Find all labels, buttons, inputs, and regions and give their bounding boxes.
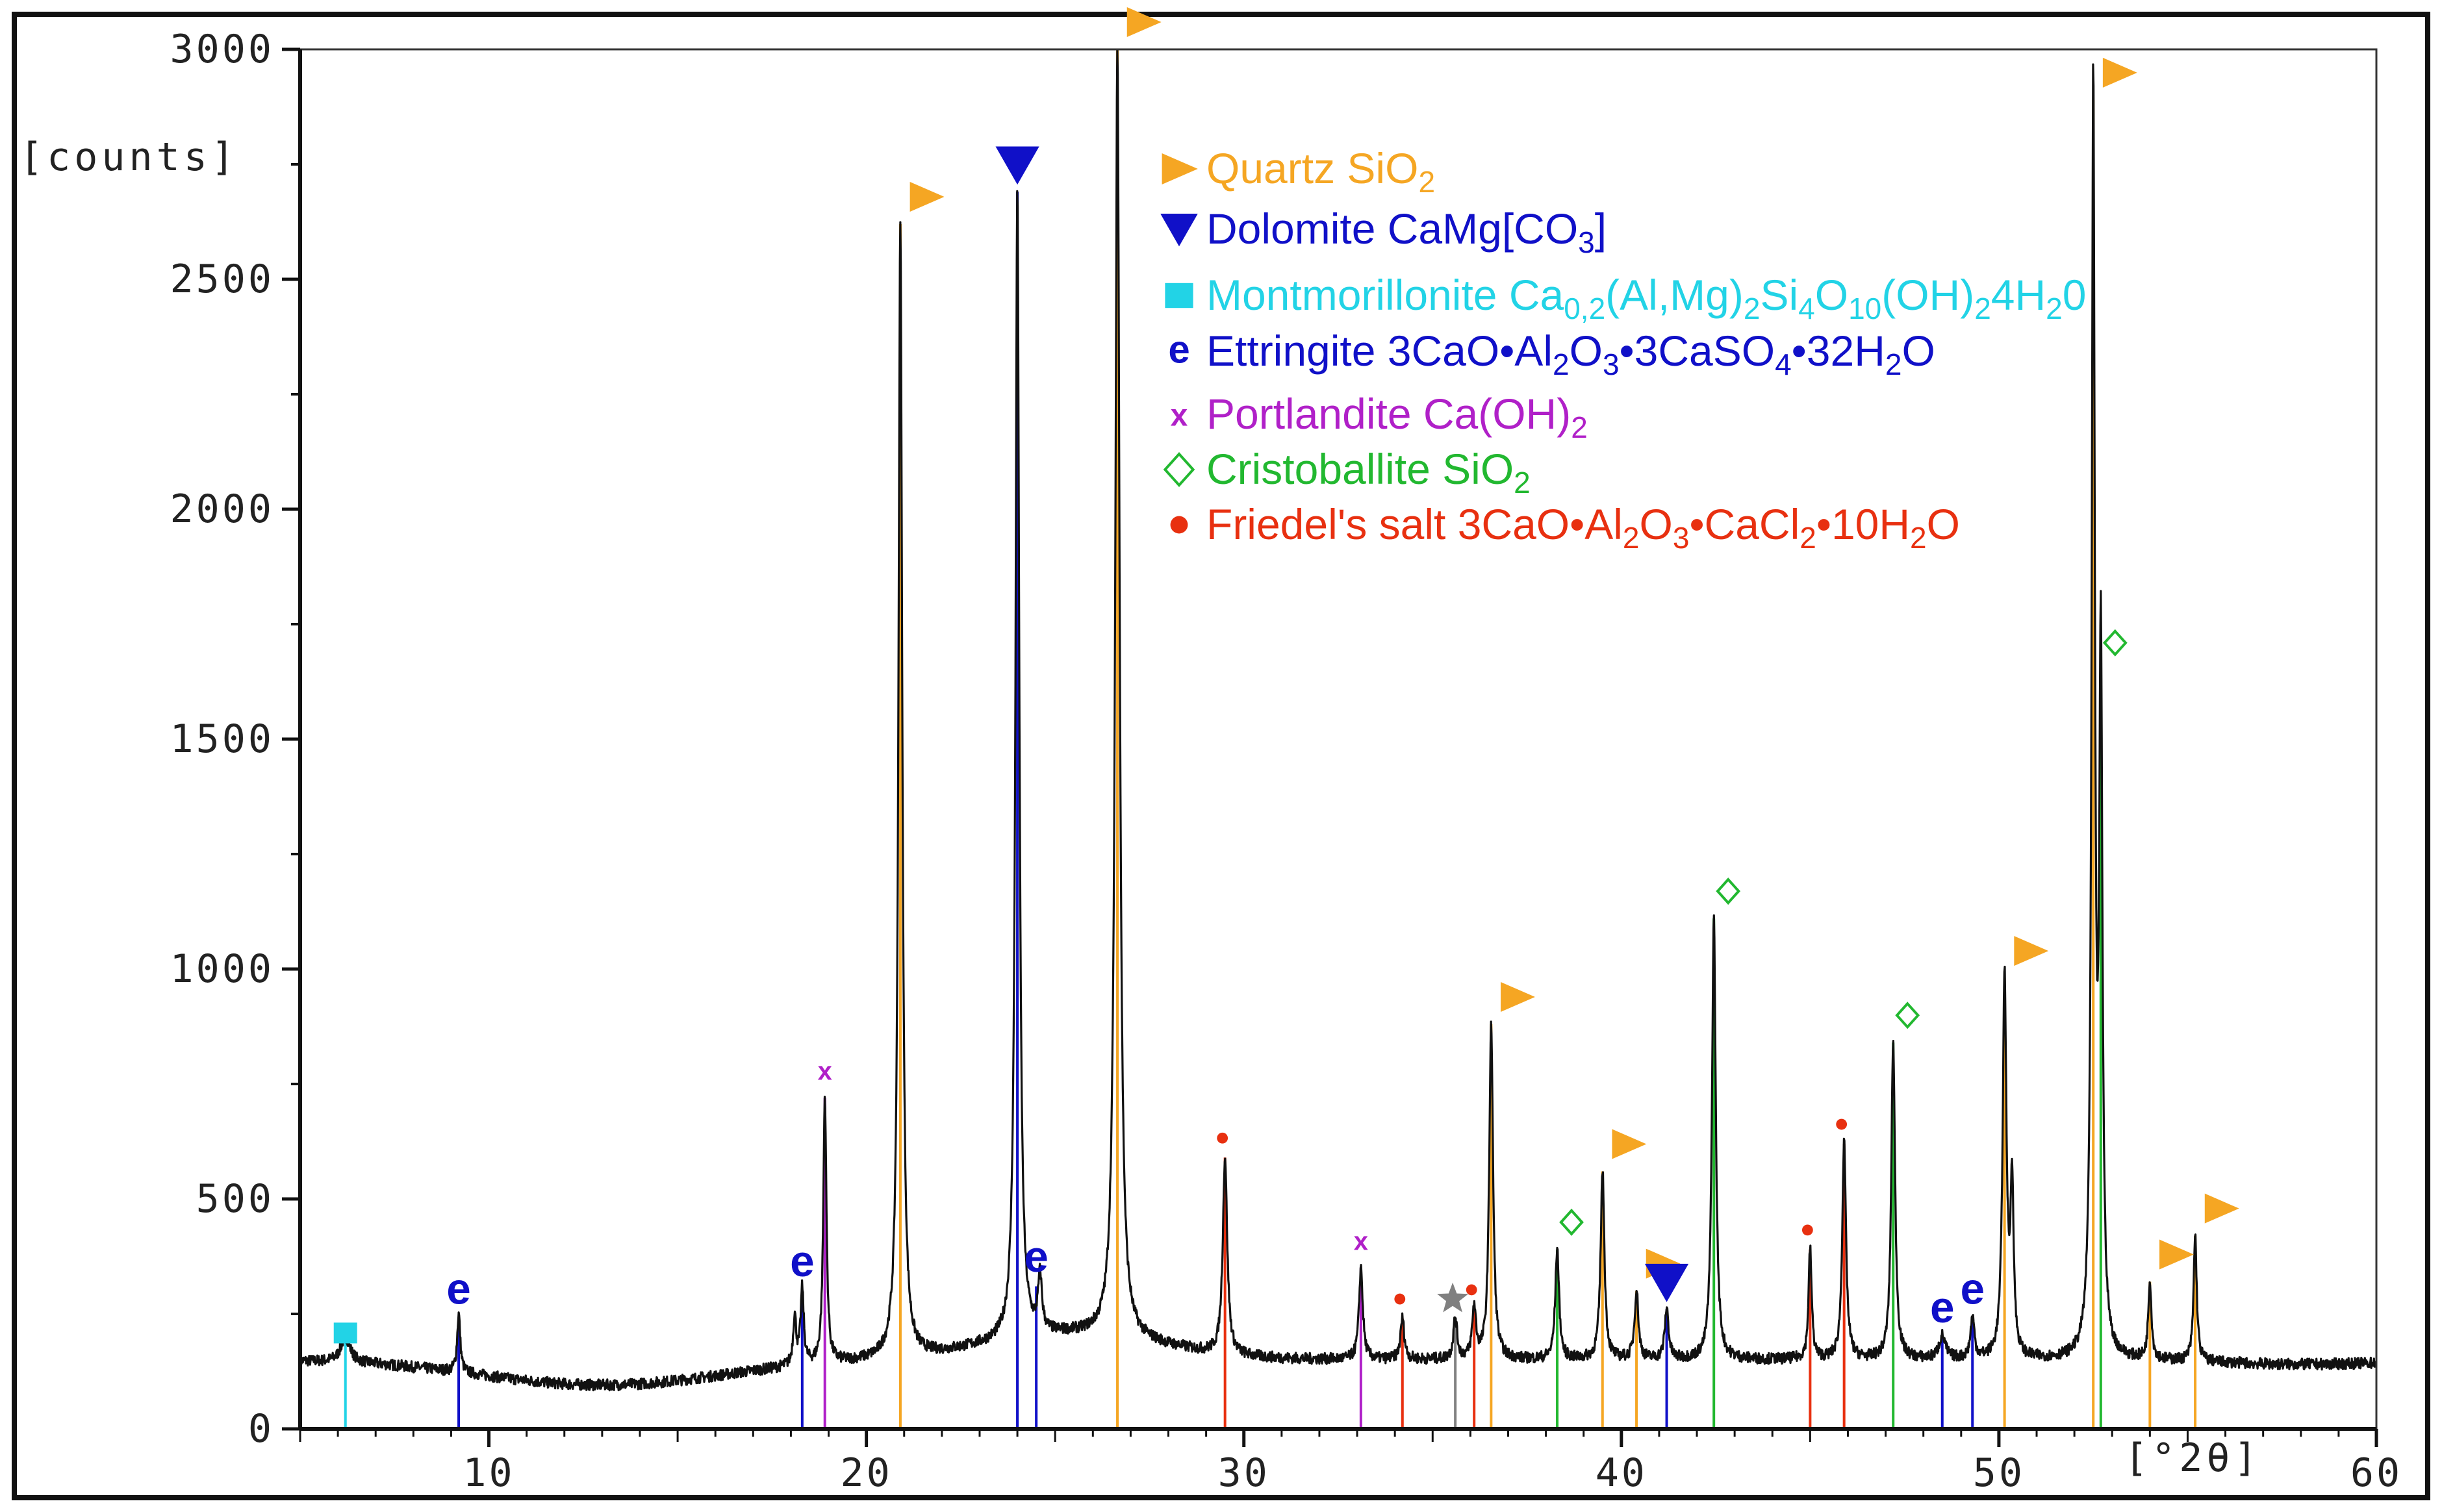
phase-lines <box>344 49 2197 1429</box>
axes: 0 500 1000 1500 2000 2500 3000 10 20 30 40 50 60 <box>170 27 2402 1496</box>
x-tick-label: 40 <box>1596 1450 1647 1496</box>
legend-item-montmorillonite: Montmorillonite Ca0,2(Al,Mg)2Si4O10(OH)2… <box>1165 271 2086 325</box>
legend-label-dolomite: Dolomite CaMg[CO3] <box>1206 205 1607 259</box>
legend-item-portlandite: x Portlandite Ca(OH)2 <box>1171 390 1588 444</box>
legend-label-montmorillonite: Montmorillonite Ca0,2(Al,Mg)2Si4O10(OH)2… <box>1206 271 2086 325</box>
peak-marker-dolomite <box>1644 1263 1689 1302</box>
x-tick-label: 30 <box>1218 1450 1270 1496</box>
peak-marker-quartz <box>2014 936 2049 966</box>
legend: Quartz SiO2 Dolomite CaMg[CO3] Montmorillo… <box>1160 144 2086 555</box>
y-tick-label: 2000 <box>170 486 275 532</box>
peak-marker-dolomite <box>995 146 1039 185</box>
x-tick-label: 50 <box>1973 1450 2025 1496</box>
legend-symbol-ettringite: e <box>1168 327 1189 371</box>
peak-marker-portlandite: x <box>1354 1228 1368 1256</box>
x-axis-title: [°2θ] <box>2124 1435 2261 1481</box>
xrd-pattern-line <box>299 48 2378 1392</box>
peak-marker-friedel <box>1466 1284 1477 1296</box>
legend-symbol-quartz <box>1162 153 1198 184</box>
y-tick-label: 1000 <box>170 946 275 992</box>
x-tick-label: 20 <box>841 1450 893 1496</box>
y-tick-label: 1500 <box>170 716 275 762</box>
peak-marker-quartz <box>2159 1239 2194 1270</box>
peak-marker-unknown <box>1437 1282 1469 1313</box>
peak-marker-montmorillonite <box>333 1322 357 1344</box>
peak-marker-friedel <box>1394 1293 1406 1305</box>
peak-marker-ettringite: e <box>1960 1265 1985 1314</box>
y-tick-label: 2500 <box>170 257 275 302</box>
peak-marker-quartz <box>909 182 945 212</box>
peak-marker-portlandite: x <box>818 1057 832 1086</box>
legend-label-quartz: Quartz SiO2 <box>1206 144 1435 199</box>
y-tick-label: 500 <box>196 1176 274 1222</box>
y-tick-label: 3000 <box>170 27 275 72</box>
peak-marker-cristoballite <box>1559 1208 1584 1236</box>
legend-item-quartz: Quartz SiO2 <box>1162 144 1435 199</box>
outer-frame <box>12 12 2430 1500</box>
peak-marker-quartz <box>2204 1193 2239 1224</box>
peak-marker-ettringite: e <box>1024 1233 1049 1281</box>
legend-item-ettringite: e Ettringite 3CaO•Al2O3•3CaSO4•32H2O <box>1168 327 1935 381</box>
peak-marker-friedel <box>1801 1224 1813 1236</box>
legend-item-dolomite: Dolomite CaMg[CO3] <box>1160 205 1607 259</box>
legend-symbol-dolomite <box>1160 214 1198 247</box>
legend-symbol-portlandite: x <box>1171 398 1188 433</box>
peak-marker-ettringite: e <box>446 1265 471 1314</box>
peak-marker-quartz <box>2102 57 2137 88</box>
peak-marker-ettringite: e <box>1930 1283 1955 1332</box>
peak-marker-cristoballite <box>1895 1002 1920 1029</box>
legend-label-portlandite: Portlandite Ca(OH)2 <box>1206 390 1588 444</box>
legend-item-cristoballite: Cristoballite SiO2 <box>1163 445 1531 499</box>
peak-marker-quartz <box>1501 981 1535 1012</box>
x-tick-label: 60 <box>2350 1450 2402 1496</box>
xrd-pattern <box>299 48 2378 1392</box>
legend-symbol-montmorillonite <box>1165 283 1193 309</box>
peak-marker-cristoballite <box>1716 877 1741 905</box>
legend-symbol-friedel <box>1170 516 1188 534</box>
legend-label-friedel: Friedel's salt 3CaO•Al2O3•CaCl2•10H2O <box>1206 500 1960 555</box>
peak-marker-friedel <box>1217 1132 1228 1144</box>
legend-label-ettringite: Ettringite 3CaO•Al2O3•3CaSO4•32H2O <box>1206 327 1935 381</box>
legend-item-friedel: Friedel's salt 3CaO•Al2O3•CaCl2•10H2O <box>1170 500 1960 555</box>
legend-label-cristoballite: Cristoballite SiO2 <box>1206 445 1531 499</box>
y-tick-label: 0 <box>248 1406 274 1452</box>
peak-marker-friedel <box>1836 1118 1848 1130</box>
peak-marker-quartz <box>1612 1129 1647 1159</box>
peak-marker-ettringite: e <box>790 1237 815 1286</box>
y-axis-title: [counts] <box>19 134 238 180</box>
plot-area-frame <box>299 48 2378 1430</box>
legend-symbol-cristoballite <box>1163 452 1195 487</box>
peak-marker-quartz <box>1126 7 1162 37</box>
peak-marker-cristoballite <box>2102 629 2128 657</box>
x-tick-label: 10 <box>463 1450 515 1496</box>
